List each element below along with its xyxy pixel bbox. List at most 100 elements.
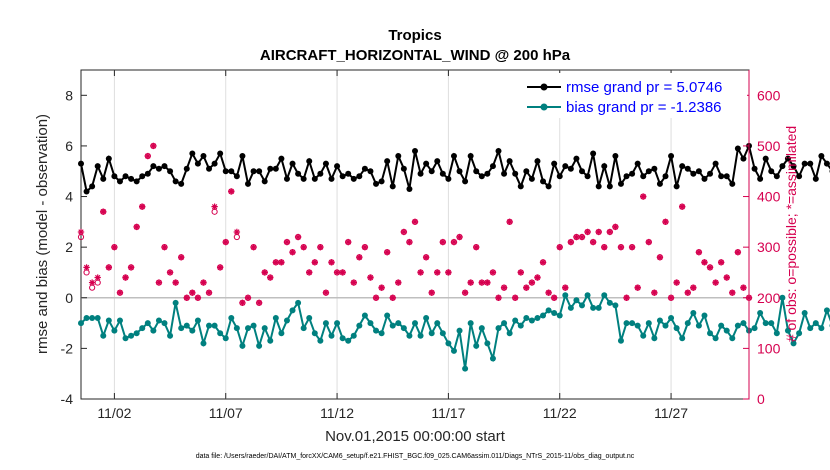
rmse-point — [567, 165, 574, 172]
obs-assimilated-point — [200, 279, 207, 286]
bias-point — [122, 335, 129, 342]
bias-point — [445, 340, 452, 347]
bias-point — [428, 330, 435, 337]
obs-assimilated-point — [328, 259, 335, 266]
obs-assimilated-point — [289, 249, 296, 256]
obs-assimilated-point — [562, 284, 569, 291]
bias-point — [155, 317, 162, 324]
bias-point — [311, 330, 318, 337]
obs-assimilated-point — [189, 289, 196, 296]
footnote: data file: /Users/raeder/DAI/ATM_forcXX/… — [196, 453, 635, 460]
bias-point — [178, 325, 185, 332]
bias-point — [723, 327, 730, 334]
obs-assimilated-point — [205, 289, 213, 296]
bias-point — [662, 322, 669, 329]
bias-point — [768, 320, 775, 327]
bias-point — [629, 320, 636, 327]
bias-point — [484, 340, 491, 347]
x-tick-label: 11/02 — [97, 405, 131, 421]
rmse-point — [640, 173, 647, 180]
bias-point — [373, 327, 380, 334]
obs-assimilated-point — [222, 238, 229, 246]
obs-assimilated-point — [434, 269, 441, 276]
rmse-point — [317, 170, 324, 177]
obs-assimilated-point — [178, 254, 185, 261]
rmse-point — [311, 175, 318, 182]
bias-point — [640, 332, 647, 339]
rmse-point — [256, 168, 263, 175]
y-tick-label: 2 — [65, 239, 73, 255]
rmse-point — [373, 180, 380, 187]
obs-assimilated-point — [306, 269, 313, 276]
rmse-point — [718, 173, 725, 180]
bias-point — [751, 325, 758, 332]
bias-point — [83, 315, 90, 322]
rmse-point — [250, 168, 257, 175]
obs-assimilated-point — [294, 233, 302, 241]
bias-point — [790, 340, 797, 347]
obs-assimilated-point — [634, 284, 641, 291]
rmse-point — [690, 170, 697, 177]
rmse-point — [712, 160, 719, 167]
rmse-point — [595, 183, 602, 190]
bias-point — [645, 320, 652, 327]
obs-assimilated-point — [322, 289, 330, 296]
rmse-point — [673, 183, 680, 190]
rmse-point — [506, 158, 513, 165]
obs-assimilated-point — [261, 269, 268, 276]
obs-assimilated-point — [539, 259, 547, 266]
rmse-line — [80, 142, 830, 194]
rmse-point — [417, 170, 424, 177]
rmse-point — [155, 165, 162, 172]
bias-point — [350, 332, 357, 339]
bias-point — [339, 335, 346, 342]
obs-assimilated-point — [356, 254, 363, 261]
obs-assimilated-point — [122, 274, 129, 281]
rmse-point — [228, 168, 235, 175]
rmse-point — [562, 163, 569, 170]
rmse-point — [217, 150, 224, 157]
obs-assimilated-point — [684, 289, 691, 296]
bias-point — [534, 315, 541, 322]
rmse-point — [790, 163, 797, 170]
rmse-point — [456, 168, 463, 175]
obs-assimilated-point — [378, 284, 385, 291]
obs-assimilated-point — [267, 274, 274, 281]
obs-assimilated-point — [578, 233, 586, 241]
rmse-point — [801, 160, 808, 167]
rmse-point — [395, 153, 402, 160]
obs-assimilated-point — [272, 259, 280, 266]
bias-point — [818, 325, 825, 332]
rmse-point — [189, 150, 196, 157]
obs-assimilated-point — [528, 279, 536, 286]
obs-assimilated-point — [367, 274, 374, 281]
rmse-point — [339, 173, 346, 180]
rmse-point — [556, 173, 563, 180]
rmse-point — [584, 173, 591, 180]
bias-point — [590, 304, 597, 311]
bias-point — [551, 309, 558, 316]
bias-point — [322, 320, 329, 327]
rmse-point — [211, 160, 218, 167]
y-tick-label: 8 — [65, 87, 73, 103]
bias-point — [100, 332, 107, 339]
bias-point — [94, 315, 101, 322]
rmse-point — [434, 158, 441, 165]
bias-point — [317, 337, 324, 344]
bias-point — [400, 325, 407, 332]
rmse-point — [100, 175, 107, 182]
y2-tick-label: 300 — [757, 239, 781, 255]
obs-assimilated-point — [105, 264, 113, 271]
rmse-point — [651, 165, 658, 172]
bias-point — [545, 307, 552, 314]
bias-point — [634, 322, 641, 329]
bias-point — [389, 322, 396, 329]
obs-assimilated-point — [194, 294, 202, 301]
rmse-point — [334, 163, 341, 170]
obs-assimilated-point — [216, 264, 224, 271]
bias-point — [222, 335, 229, 342]
rmse-point — [501, 170, 508, 177]
rmse-point — [78, 160, 84, 167]
rmse-point — [612, 153, 619, 160]
bias-point — [695, 322, 702, 329]
